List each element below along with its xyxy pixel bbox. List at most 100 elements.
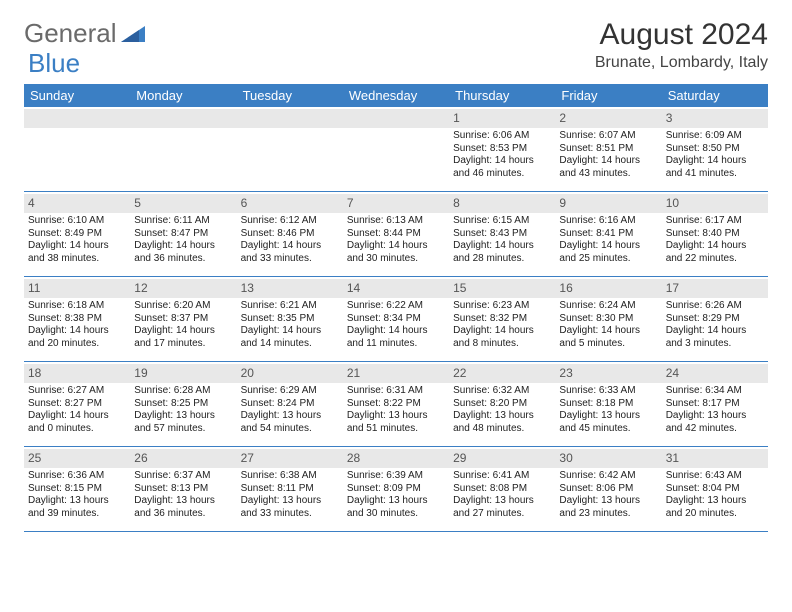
sunrise-text: Sunrise: 6:06 AM: [453, 130, 551, 143]
sunset-text: Sunset: 8:47 PM: [134, 228, 232, 241]
day-cell: 20Sunrise: 6:29 AMSunset: 8:24 PMDayligh…: [237, 362, 343, 446]
daylight-text: Daylight: 13 hours and 39 minutes.: [28, 495, 126, 520]
sunset-text: Sunset: 8:43 PM: [453, 228, 551, 241]
day-number: 22: [449, 364, 555, 383]
daylight-text: Daylight: 14 hours and 46 minutes.: [453, 155, 551, 180]
daylight-text: Daylight: 13 hours and 48 minutes.: [453, 410, 551, 435]
sunrise-text: Sunrise: 6:17 AM: [666, 215, 764, 228]
daylight-text: Daylight: 13 hours and 20 minutes.: [666, 495, 764, 520]
day-cell: 10 Sunrise: 6:17 AMSunset: 8:40 PMDayligh…: [662, 192, 768, 276]
daylight-text: Daylight: 13 hours and 27 minutes.: [453, 495, 551, 520]
header: General August 2024 Brunate, Lombardy, I…: [0, 0, 792, 80]
sunset-text: Sunset: 8:13 PM: [134, 483, 232, 496]
day-cell: 30Sunrise: 6:42 AMSunset: 8:06 PMDayligh…: [555, 447, 661, 531]
daylight-text: Daylight: 14 hours and 28 minutes.: [453, 240, 551, 265]
day-cell: 12Sunrise: 6:20 AMSunset: 8:37 PMDayligh…: [130, 277, 236, 361]
day-cell: 7Sunrise: 6:13 AMSunset: 8:44 PMDaylight…: [343, 192, 449, 276]
sunrise-text: Sunrise: 6:11 AM: [134, 215, 232, 228]
sunrise-text: Sunrise: 6:32 AM: [453, 385, 551, 398]
day-cell: 23Sunrise: 6:33 AMSunset: 8:18 PMDayligh…: [555, 362, 661, 446]
sunset-text: Sunset: 8:30 PM: [559, 313, 657, 326]
sunrise-text: Sunrise: 6:42 AM: [559, 470, 657, 483]
week-row: 18Sunrise: 6:27 AMSunset: 8:27 PMDayligh…: [24, 362, 768, 447]
sunrise-text: Sunrise: 6:28 AM: [134, 385, 232, 398]
logo-text-1: General: [24, 18, 117, 49]
sunset-text: Sunset: 8:20 PM: [453, 398, 551, 411]
sunset-text: Sunset: 8:32 PM: [453, 313, 551, 326]
daylight-text: Daylight: 14 hours and 43 minutes.: [559, 155, 657, 180]
daylight-text: Daylight: 13 hours and 33 minutes.: [241, 495, 339, 520]
day-number: 3: [662, 109, 768, 128]
sunrise-text: Sunrise: 6:33 AM: [559, 385, 657, 398]
day-cell: 16Sunrise: 6:24 AMSunset: 8:30 PMDayligh…: [555, 277, 661, 361]
day-number: [130, 109, 236, 128]
sunrise-text: Sunrise: 6:12 AM: [241, 215, 339, 228]
daylight-text: Daylight: 13 hours and 23 minutes.: [559, 495, 657, 520]
sunrise-text: Sunrise: 6:23 AM: [453, 300, 551, 313]
day-cell: 15Sunrise: 6:23 AMSunset: 8:32 PMDayligh…: [449, 277, 555, 361]
day-cell: 5Sunrise: 6:11 AMSunset: 8:47 PMDaylight…: [130, 192, 236, 276]
sunrise-text: Sunrise: 6:29 AM: [241, 385, 339, 398]
day-number: 8: [449, 194, 555, 213]
sunset-text: Sunset: 8:06 PM: [559, 483, 657, 496]
daylight-text: Daylight: 14 hours and 22 minutes.: [666, 240, 764, 265]
day-cell: 24Sunrise: 6:34 AMSunset: 8:17 PMDayligh…: [662, 362, 768, 446]
day-number: 7: [343, 194, 449, 213]
daylight-text: Daylight: 14 hours and 14 minutes.: [241, 325, 339, 350]
sunset-text: Sunset: 8:04 PM: [666, 483, 764, 496]
day-number: 29: [449, 449, 555, 468]
sunrise-text: Sunrise: 6:37 AM: [134, 470, 232, 483]
day-cell: [237, 107, 343, 191]
logo-triangle-icon: [121, 24, 147, 44]
day-header: Tuesday: [237, 84, 343, 107]
day-cell: 27Sunrise: 6:38 AMSunset: 8:11 PMDayligh…: [237, 447, 343, 531]
day-cell: 28Sunrise: 6:39 AMSunset: 8:09 PMDayligh…: [343, 447, 449, 531]
sunset-text: Sunset: 8:09 PM: [347, 483, 445, 496]
day-cell: [130, 107, 236, 191]
sunset-text: Sunset: 8:25 PM: [134, 398, 232, 411]
daylight-text: Daylight: 13 hours and 36 minutes.: [134, 495, 232, 520]
day-number: [24, 109, 130, 128]
day-cell: 1Sunrise: 6:06 AMSunset: 8:53 PMDaylight…: [449, 107, 555, 191]
location: Brunate, Lombardy, Italy: [595, 54, 768, 72]
day-number: 12: [130, 279, 236, 298]
daylight-text: Daylight: 13 hours and 30 minutes.: [347, 495, 445, 520]
sunset-text: Sunset: 8:34 PM: [347, 313, 445, 326]
sunrise-text: Sunrise: 6:10 AM: [28, 215, 126, 228]
day-cell: [343, 107, 449, 191]
day-cell: 6Sunrise: 6:12 AMSunset: 8:46 PMDaylight…: [237, 192, 343, 276]
daylight-text: Daylight: 14 hours and 33 minutes.: [241, 240, 339, 265]
day-cell: 18Sunrise: 6:27 AMSunset: 8:27 PMDayligh…: [24, 362, 130, 446]
day-number: 14: [343, 279, 449, 298]
logo: General: [24, 18, 147, 49]
day-cell: 21Sunrise: 6:31 AMSunset: 8:22 PMDayligh…: [343, 362, 449, 446]
day-header: Wednesday: [343, 84, 449, 107]
sunset-text: Sunset: 8:24 PM: [241, 398, 339, 411]
sunrise-text: Sunrise: 6:13 AM: [347, 215, 445, 228]
sunrise-text: Sunrise: 6:21 AM: [241, 300, 339, 313]
day-number: 20: [237, 364, 343, 383]
daylight-text: Daylight: 14 hours and 30 minutes.: [347, 240, 445, 265]
day-number: 24: [662, 364, 768, 383]
day-header: Thursday: [449, 84, 555, 107]
daylight-text: Daylight: 13 hours and 51 minutes.: [347, 410, 445, 435]
day-number: 19: [130, 364, 236, 383]
sunrise-text: Sunrise: 6:36 AM: [28, 470, 126, 483]
day-cell: 26Sunrise: 6:37 AMSunset: 8:13 PMDayligh…: [130, 447, 236, 531]
sunset-text: Sunset: 8:29 PM: [666, 313, 764, 326]
sunset-text: Sunset: 8:49 PM: [28, 228, 126, 241]
day-cell: 2Sunrise: 6:07 AMSunset: 8:51 PMDaylight…: [555, 107, 661, 191]
daylight-text: Daylight: 14 hours and 11 minutes.: [347, 325, 445, 350]
sunrise-text: Sunrise: 6:26 AM: [666, 300, 764, 313]
day-number: 4: [24, 194, 130, 213]
day-number: 10: [662, 194, 768, 213]
day-number: 11: [24, 279, 130, 298]
day-cell: 4Sunrise: 6:10 AMSunset: 8:49 PMDaylight…: [24, 192, 130, 276]
daylight-text: Daylight: 14 hours and 3 minutes.: [666, 325, 764, 350]
calendar: SundayMondayTuesdayWednesdayThursdayFrid…: [24, 84, 768, 532]
day-headers-row: SundayMondayTuesdayWednesdayThursdayFrid…: [24, 84, 768, 107]
sunset-text: Sunset: 8:40 PM: [666, 228, 764, 241]
day-number: 23: [555, 364, 661, 383]
day-number: 5: [130, 194, 236, 213]
day-cell: 25Sunrise: 6:36 AMSunset: 8:15 PMDayligh…: [24, 447, 130, 531]
